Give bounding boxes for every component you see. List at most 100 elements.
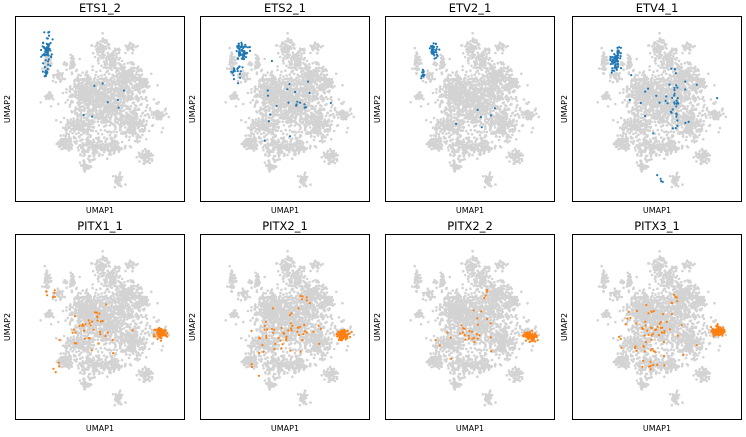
background-cell-point xyxy=(322,65,325,69)
background-cell-point xyxy=(150,124,154,128)
background-cell-point xyxy=(131,73,134,76)
background-cell-point xyxy=(139,68,142,71)
background-cell-point xyxy=(317,109,321,113)
background-cell-point xyxy=(261,146,265,149)
background-cell-point xyxy=(109,97,112,100)
background-cell-point xyxy=(119,184,123,188)
background-cell-point xyxy=(69,138,72,141)
background-cell-point xyxy=(105,144,108,147)
background-cell-point xyxy=(70,95,73,98)
background-cell-point xyxy=(303,179,306,182)
background-cell-point xyxy=(95,42,99,45)
background-cell-point xyxy=(105,114,109,117)
background-cell-point xyxy=(271,127,275,130)
highlighted-cell-point xyxy=(43,47,46,50)
background-cell-point xyxy=(119,124,123,127)
highlighted-cell-point xyxy=(46,43,49,46)
background-cell-point xyxy=(69,118,73,121)
background-cell-point xyxy=(85,70,89,73)
background-cell-point xyxy=(243,73,246,77)
background-cell-point xyxy=(138,153,141,156)
background-cell-point xyxy=(326,133,329,137)
background-cell-point xyxy=(292,116,295,119)
background-cell-point xyxy=(77,87,81,91)
background-cell-point xyxy=(95,70,98,74)
background-cell-point xyxy=(120,122,123,125)
background-cell-point xyxy=(313,145,317,148)
background-cell-point xyxy=(273,75,276,79)
background-cell-point xyxy=(117,82,121,85)
background-cell-point xyxy=(271,74,275,77)
background-cell-point xyxy=(329,109,332,112)
background-cell-point xyxy=(326,112,329,115)
background-cell-point xyxy=(304,184,308,188)
background-cell-point xyxy=(325,77,328,80)
background-cell-point xyxy=(167,115,171,119)
background-cell-point xyxy=(87,145,91,149)
background-cell-point xyxy=(84,73,87,77)
background-cell-point xyxy=(141,124,144,128)
background-cell-point xyxy=(273,87,276,90)
background-cell-point xyxy=(97,48,100,51)
background-cell-point xyxy=(325,73,329,76)
background-cell-point xyxy=(100,77,104,80)
background-cell-point xyxy=(292,72,296,76)
background-cell-point xyxy=(290,114,294,117)
background-cell-point xyxy=(276,119,279,122)
background-cell-point xyxy=(225,67,229,70)
background-cell-point xyxy=(77,131,81,135)
background-cell-point xyxy=(85,117,89,121)
background-cell-point xyxy=(90,84,93,88)
background-cell-point xyxy=(135,84,138,87)
background-cell-point xyxy=(132,66,136,69)
background-cell-point xyxy=(286,48,290,51)
background-cell-point xyxy=(106,157,109,160)
background-cell-point xyxy=(295,114,298,117)
background-cell-point xyxy=(145,106,148,109)
background-cell-point xyxy=(132,44,136,47)
background-cell-point xyxy=(139,156,143,159)
background-cell-point xyxy=(253,105,257,108)
highlighted-cell-point xyxy=(47,54,50,57)
background-cell-point xyxy=(114,70,118,74)
background-cell-point xyxy=(317,69,321,73)
background-cell-point xyxy=(71,65,75,68)
background-cell-point xyxy=(325,121,329,125)
background-cell-point xyxy=(324,68,327,71)
background-cell-point xyxy=(316,48,320,52)
background-cell-point xyxy=(87,100,90,103)
background-cell-point xyxy=(74,142,78,145)
background-cell-point xyxy=(288,110,291,114)
background-cell-point xyxy=(268,87,271,90)
background-cell-point xyxy=(288,80,291,83)
background-cell-point xyxy=(69,64,72,67)
background-cell-point xyxy=(279,129,283,133)
background-cell-point xyxy=(284,69,287,72)
background-cell-point xyxy=(101,48,105,51)
background-cell-point xyxy=(300,107,304,110)
background-cell-point xyxy=(289,121,292,124)
background-cell-point xyxy=(107,99,111,102)
background-cell-point xyxy=(316,122,319,125)
highlighted-cell-point xyxy=(40,48,43,52)
background-cell-point xyxy=(116,181,119,185)
background-cell-point xyxy=(306,82,309,85)
background-cell-point xyxy=(99,106,102,109)
background-cell-point xyxy=(118,93,121,96)
background-cell-point xyxy=(93,55,97,59)
background-cell-point xyxy=(67,137,70,141)
background-cell-point xyxy=(75,96,79,100)
background-cell-point xyxy=(262,149,265,152)
background-cell-point xyxy=(97,62,100,65)
background-cell-point xyxy=(137,65,140,69)
background-cell-point xyxy=(102,108,106,111)
background-cell-point xyxy=(298,89,302,93)
background-cell-point xyxy=(119,111,122,115)
background-cell-point xyxy=(330,119,333,123)
background-cell-point xyxy=(61,144,65,147)
background-cell-point xyxy=(120,86,124,90)
background-cell-point xyxy=(97,97,101,100)
background-cell-point xyxy=(263,95,266,98)
background-cell-point xyxy=(142,90,145,94)
background-cell-point xyxy=(82,80,85,83)
